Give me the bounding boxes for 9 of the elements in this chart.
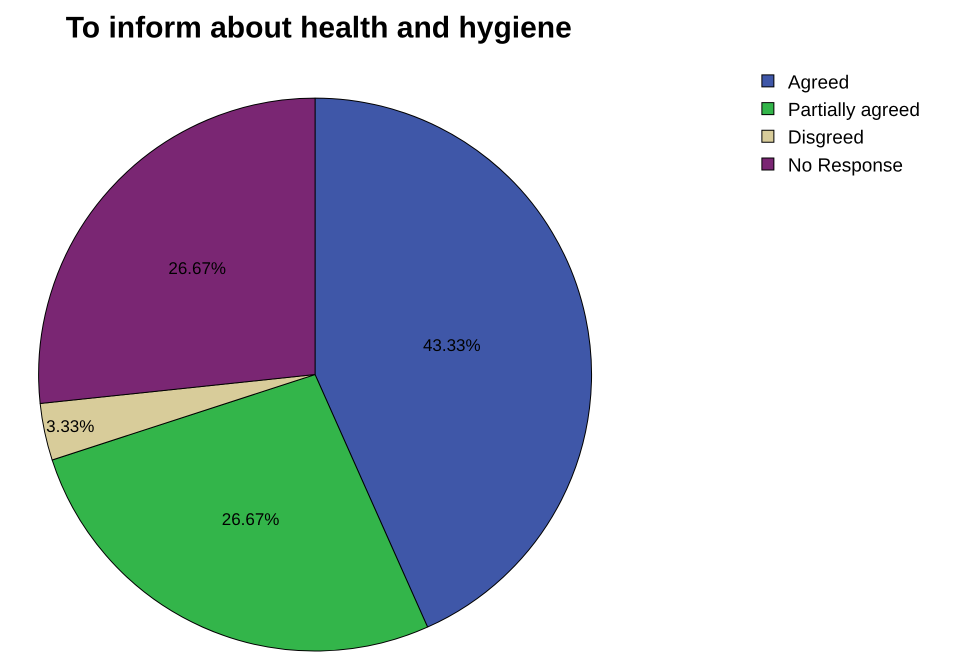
- data-label: 26.67%: [168, 258, 226, 278]
- legend-label: Disgreed: [788, 128, 864, 149]
- legend-label: Partially agreed: [788, 100, 920, 121]
- data-label: 26.67%: [222, 510, 280, 529]
- data-label: 43.33%: [422, 336, 481, 355]
- legend-label: Agreed: [788, 72, 850, 94]
- legend-label: No Response: [788, 155, 904, 176]
- chart-title: To inform about health and hygiene: [66, 11, 572, 44]
- data-label: 3.33%: [46, 417, 94, 436]
